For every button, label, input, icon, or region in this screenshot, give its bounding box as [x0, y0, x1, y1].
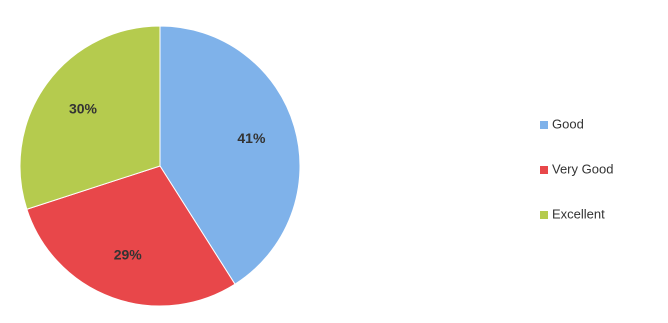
data-label: 41% [237, 130, 266, 146]
data-label: 29% [114, 246, 143, 262]
legend-swatch [540, 166, 548, 174]
pie-slice [159, 25, 301, 285]
data-label: 30% [69, 101, 98, 117]
pie-slice [26, 165, 236, 307]
pie-slice [19, 25, 161, 210]
legend-swatch [540, 211, 548, 219]
legend-label: Good [552, 116, 584, 131]
legend-label: Excellent [552, 206, 605, 221]
legend-swatch [540, 121, 548, 129]
legend-label: Very Good [552, 161, 613, 176]
